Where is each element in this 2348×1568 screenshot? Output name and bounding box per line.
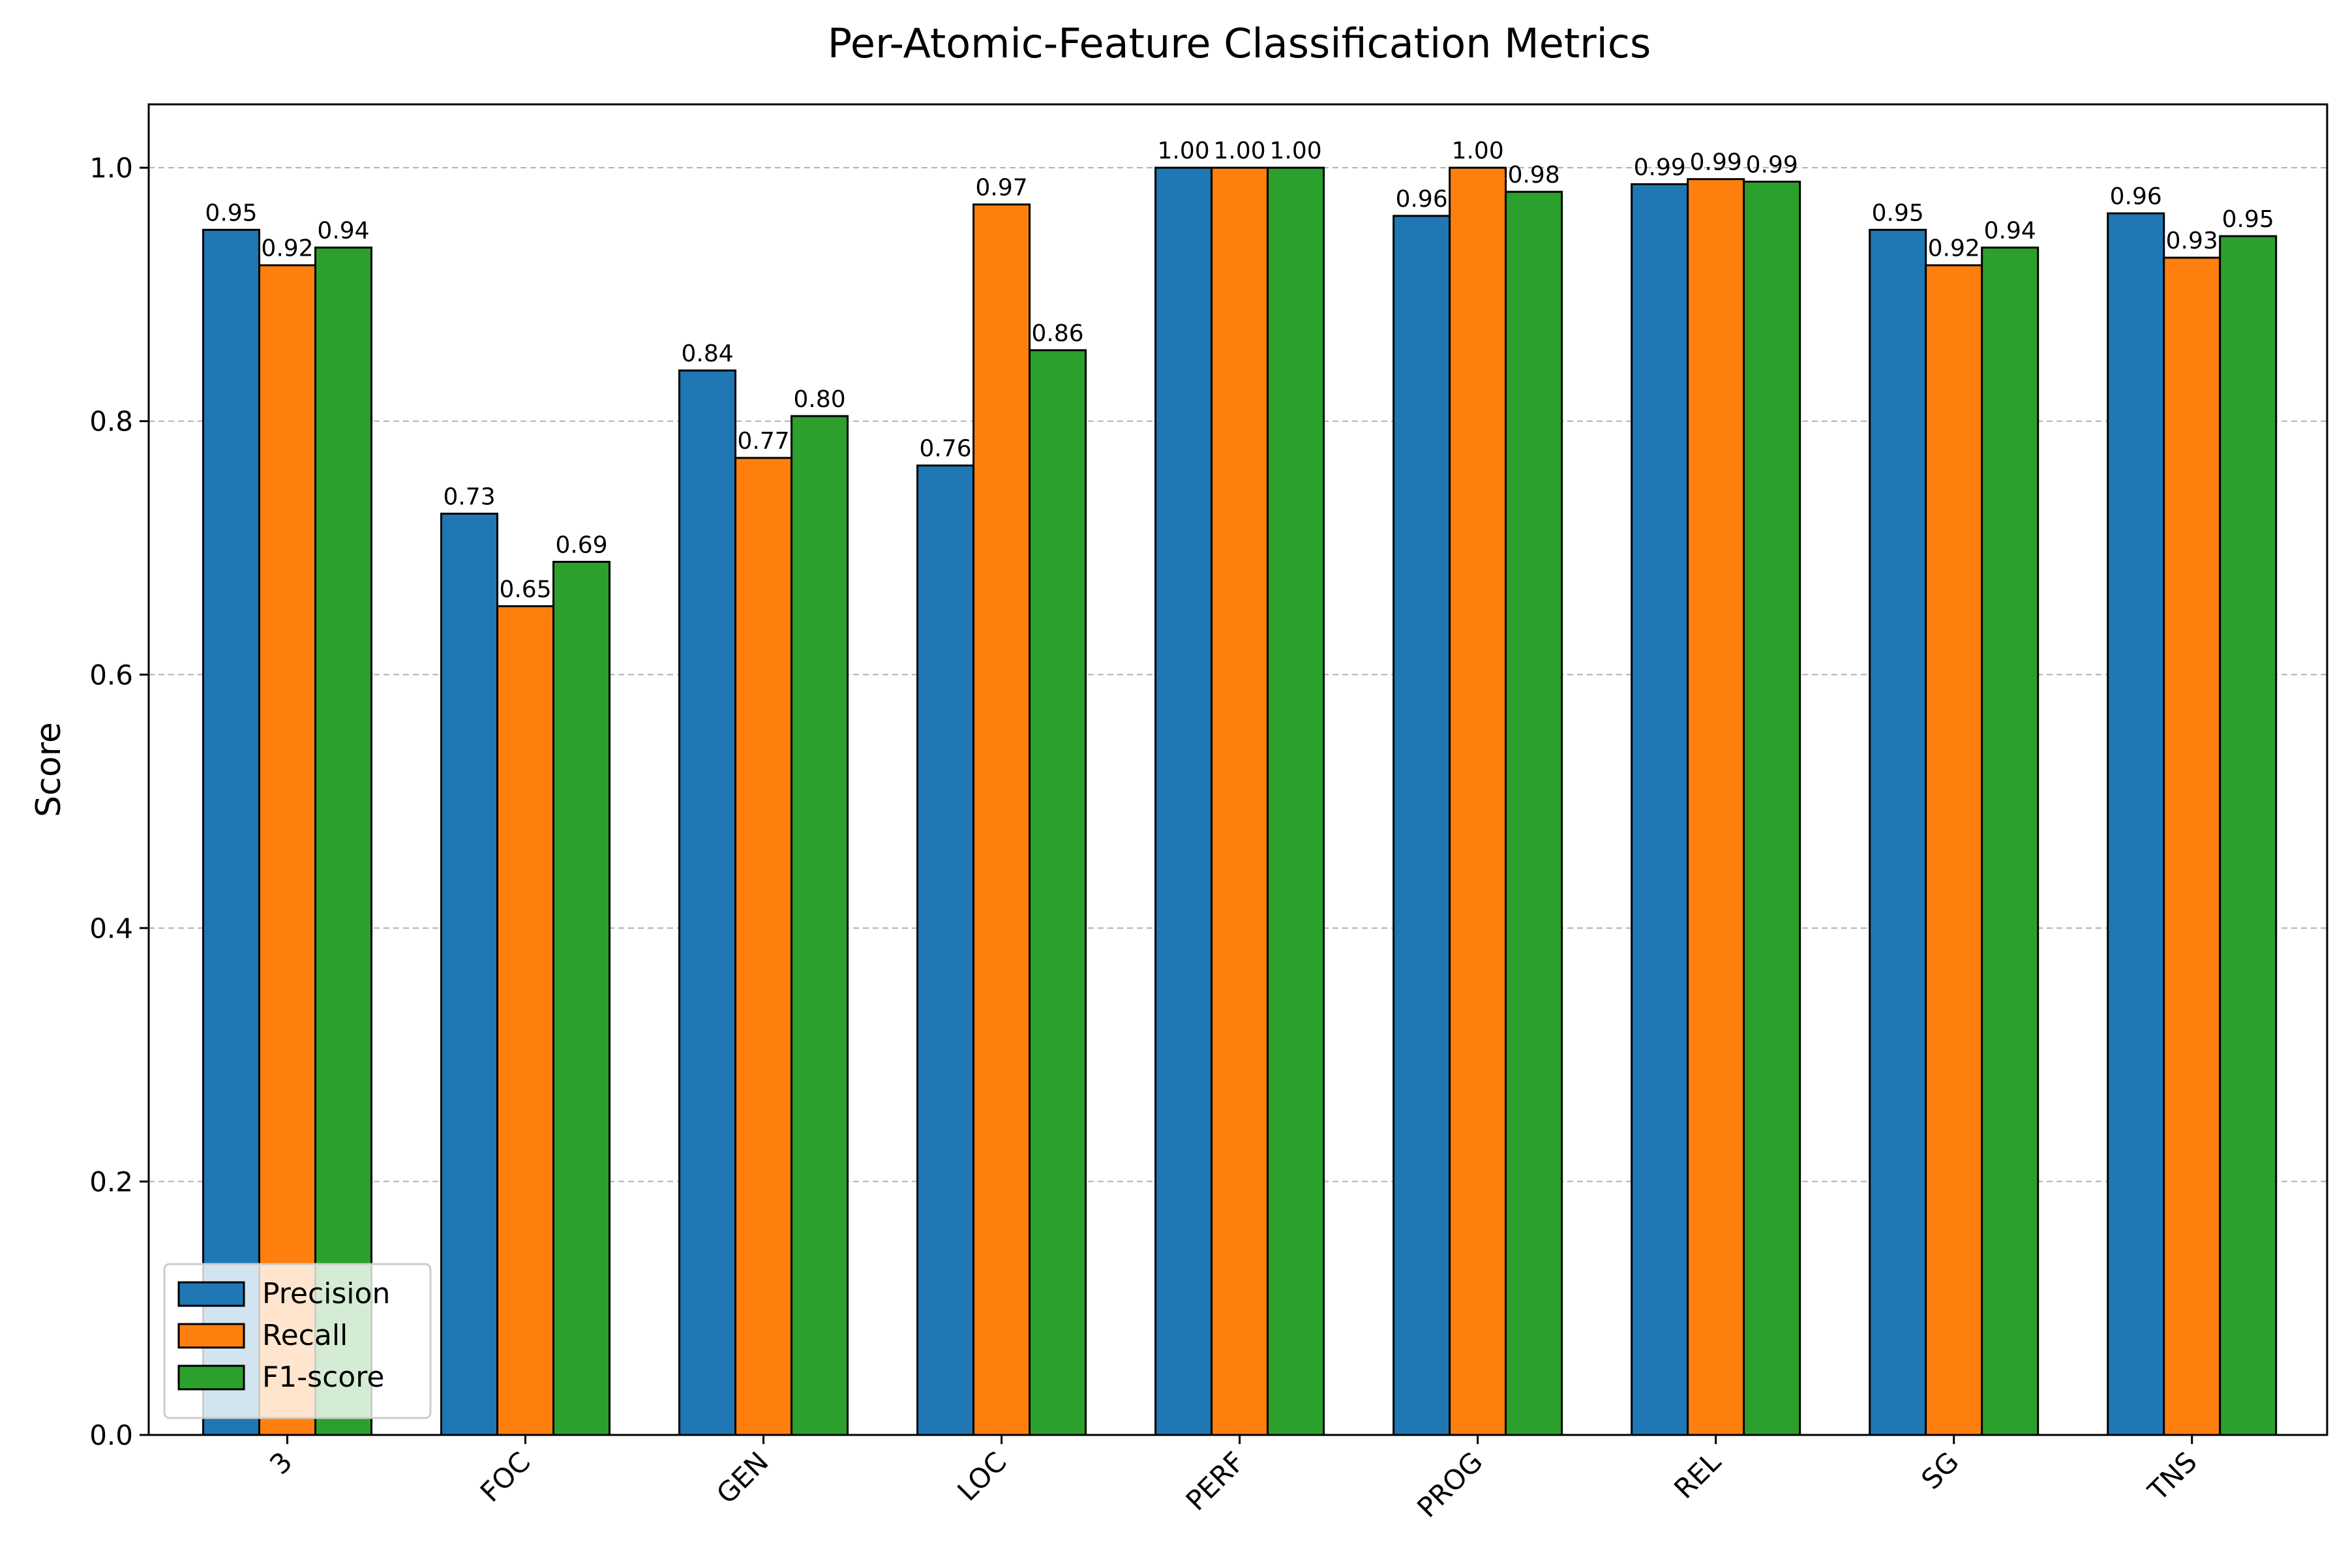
data-label: 0.95 <box>205 200 257 226</box>
data-label: 0.73 <box>443 484 495 511</box>
bar-f1-score <box>552 560 611 1436</box>
legend-label: Precision <box>262 1277 390 1310</box>
x-tick-label: GEN <box>710 1445 775 1510</box>
bar-recall <box>1925 264 1983 1436</box>
x-tick-label: SG <box>1915 1445 1965 1496</box>
data-label: 0.65 <box>499 576 551 603</box>
x-tick-label: TNS <box>2141 1445 2203 1507</box>
bar-precision <box>1631 183 1689 1436</box>
bar-recall <box>972 203 1031 1436</box>
bar-f1-score <box>1981 247 2039 1436</box>
data-label: 0.94 <box>317 218 369 245</box>
data-label: 0.86 <box>1032 320 1084 347</box>
data-label: 0.92 <box>261 235 313 262</box>
x-tick-label: PROG <box>1411 1445 1489 1524</box>
bar-recall <box>1211 166 1269 1436</box>
bar-recall <box>496 605 555 1436</box>
bar-recall <box>1687 178 1745 1436</box>
data-label: 0.80 <box>793 386 845 413</box>
legend-label: F1-score <box>262 1361 384 1394</box>
y-tick-label: 0.2 <box>89 1166 133 1198</box>
bar-recall <box>734 457 793 1436</box>
bar-f1-score <box>1267 166 1325 1436</box>
y-axis: 0.0 0.2 0.4 0.6 0.8 1.0 <box>89 152 149 1451</box>
legend-swatch <box>177 1364 245 1391</box>
bar-f1-score <box>790 415 849 1436</box>
x-tick-label: 3 <box>263 1445 299 1481</box>
data-label: 0.93 <box>2166 228 2218 254</box>
data-label: 0.92 <box>1928 235 1980 262</box>
data-label: 0.99 <box>1746 152 1798 179</box>
chart-title: Per-Atomic-Feature Classification Metric… <box>828 20 1651 67</box>
bar-recall <box>1449 166 1507 1436</box>
bar-precision <box>678 369 737 1436</box>
x-tick-label: LOC <box>951 1445 1012 1507</box>
data-label: 1.00 <box>1158 138 1210 164</box>
legend-swatch <box>177 1281 245 1307</box>
data-label: 0.94 <box>1984 218 2036 245</box>
y-tick-label: 0.8 <box>89 406 133 438</box>
y-tick-label: 1.0 <box>89 152 133 184</box>
data-label: 0.69 <box>555 532 607 558</box>
y-tick-label: 0.4 <box>89 912 133 944</box>
bar-f1-score <box>314 247 373 1436</box>
data-label: 0.77 <box>737 428 789 455</box>
x-tick-label: PERF <box>1180 1445 1251 1516</box>
bar-precision <box>1154 166 1213 1436</box>
bar-f1-score <box>2219 235 2278 1436</box>
y-tick-label: 0.0 <box>89 1419 133 1451</box>
data-label: 0.96 <box>1396 186 1448 213</box>
data-label: 1.00 <box>1270 138 1322 164</box>
data-label: 0.98 <box>1508 162 1560 188</box>
bar-precision <box>440 513 499 1436</box>
x-tick-label: REL <box>1668 1445 1727 1505</box>
data-label: 0.76 <box>920 436 972 462</box>
data-label: 1.00 <box>1452 138 1504 164</box>
x-tick-label: FOC <box>474 1445 537 1508</box>
bar-precision <box>202 228 261 1436</box>
bar-precision <box>916 464 975 1436</box>
bar-precision <box>1869 228 1927 1436</box>
data-label: 0.95 <box>2222 206 2274 233</box>
bar-recall <box>258 264 317 1436</box>
data-label: 0.97 <box>976 174 1028 201</box>
data-label: 0.99 <box>1690 149 1742 176</box>
bars-layer <box>202 166 2278 1436</box>
y-axis-label: Score <box>29 722 68 817</box>
legend-label: Recall <box>262 1319 348 1352</box>
data-label: 0.96 <box>2110 183 2162 210</box>
data-label: 0.99 <box>1634 154 1686 181</box>
bar-f1-score <box>1743 181 1801 1436</box>
legend: Precision Recall F1-score <box>163 1263 432 1419</box>
axes-frame <box>147 103 2328 1436</box>
bar-f1-score <box>1505 190 1563 1436</box>
bar-precision <box>2107 212 2165 1436</box>
legend-swatch <box>177 1323 245 1349</box>
y-tick-label: 0.6 <box>89 659 133 691</box>
bar-recall <box>2163 256 2221 1436</box>
data-label: 0.84 <box>681 340 733 367</box>
bar-f1-score <box>1029 349 1087 1436</box>
data-labels-layer: 0.950.920.940.730.650.690.840.770.800.76… <box>205 138 2274 603</box>
data-label: 1.00 <box>1214 138 1266 164</box>
x-axis: 3 FOC GEN LOC PERF PROG REL SG TNS <box>263 1435 2203 1524</box>
data-label: 0.95 <box>1872 200 1924 226</box>
bar-precision <box>1392 215 1451 1436</box>
